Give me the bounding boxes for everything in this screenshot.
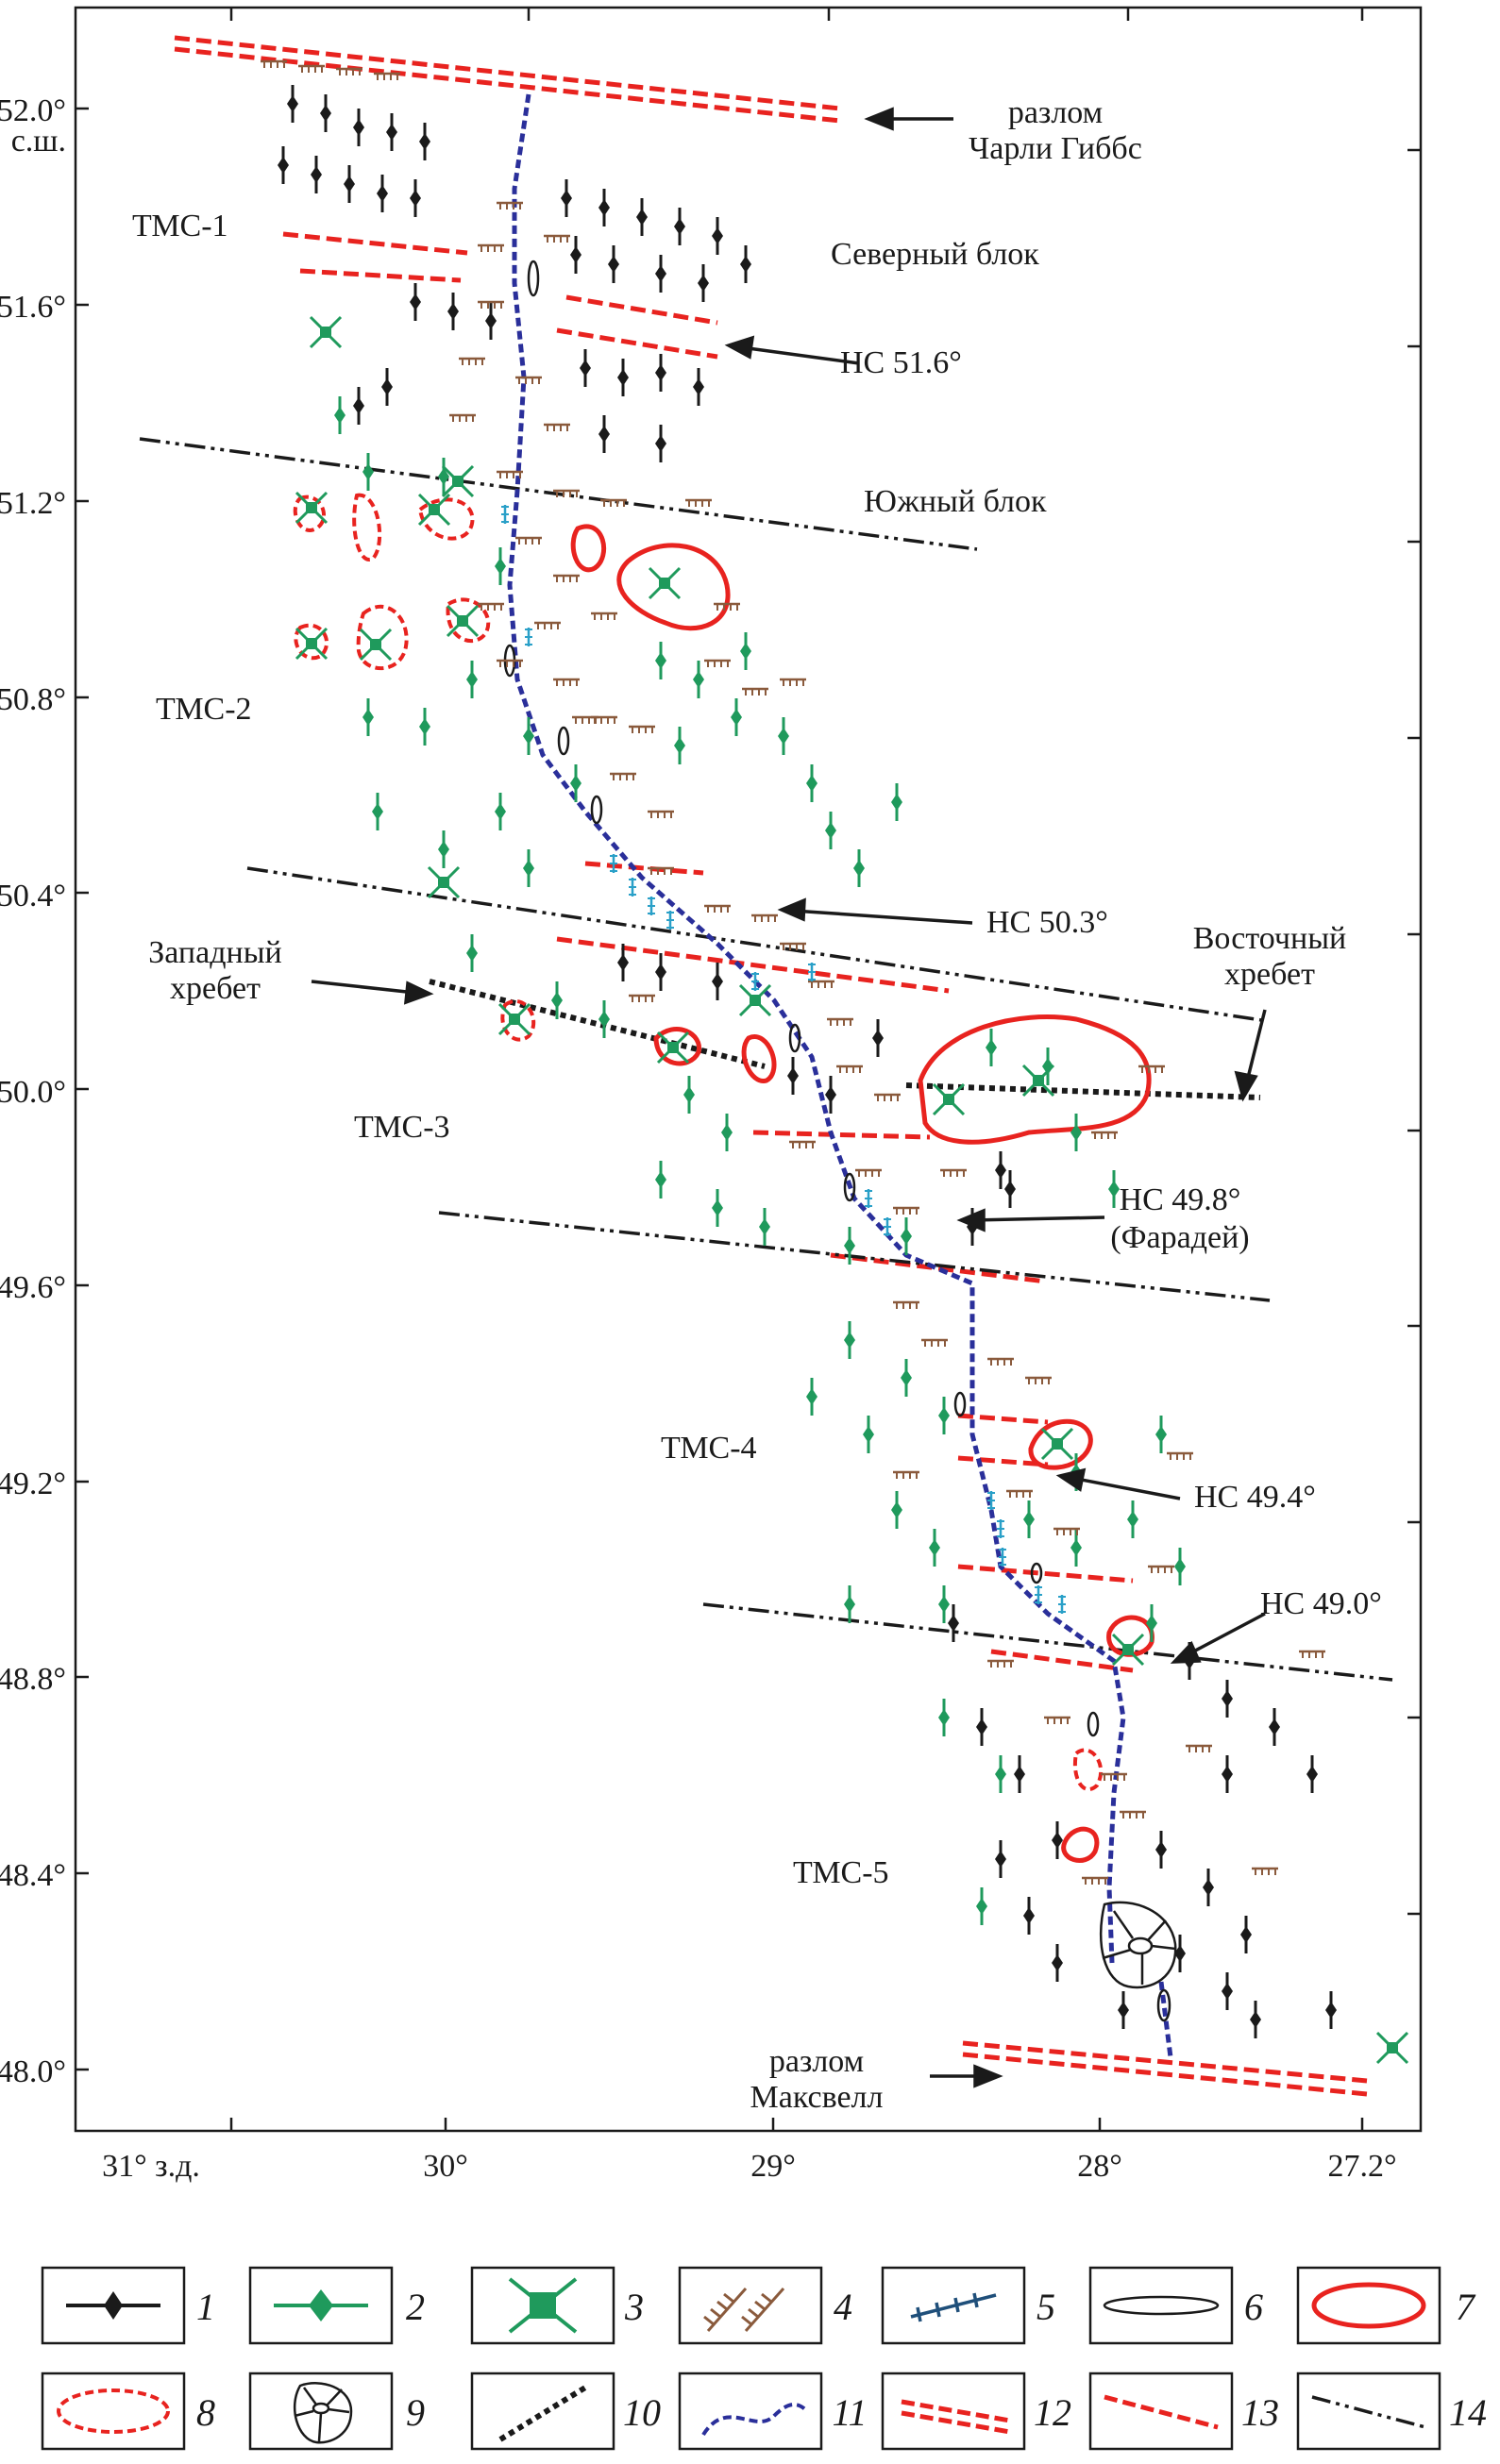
x-tick-label: 27.2° — [1327, 2149, 1396, 2184]
y-tick-label: 49.6° — [0, 1270, 66, 1305]
x-tick-label: 28° — [1077, 2149, 1122, 2184]
x-tick-label: 31° з.д. — [102, 2149, 200, 2184]
legend-num: 5 — [1037, 2286, 1055, 2328]
legend-num: 11 — [832, 2391, 867, 2434]
green-star-icon — [508, 2277, 578, 2334]
legend-num: 14 — [1449, 2391, 1487, 2434]
x-axis-labels: 31° з.д. 30° 29° 28° 27.2° — [102, 2149, 1396, 2184]
ridges-dotted — [429, 979, 1261, 1100]
legend: 1 2 3 4 5 6 7 8 9 10 11 12 13 14 — [41, 2266, 1487, 2451]
y-tick-label: 48.8° — [0, 1662, 66, 1697]
label-ns490: НС 49.0° — [1260, 1586, 1382, 1621]
y-tick-label: 51.6° — [0, 290, 66, 325]
legend-num: 13 — [1241, 2391, 1279, 2434]
label-tms1: ТМС-1 — [132, 209, 228, 243]
black-dotted-line-icon — [498, 2385, 587, 2442]
label-eastern-ridge-2: хребет — [1224, 957, 1315, 992]
label-western-ridge-1: Западный — [148, 935, 282, 970]
label-tms3: ТМС-3 — [354, 1110, 450, 1145]
y-tick-label: 50.0° — [0, 1075, 66, 1110]
label-ns503: НС 50.3° — [986, 905, 1108, 940]
label-charlie-gibbs-1: разлом — [1008, 95, 1103, 130]
map-frame — [74, 6, 1423, 2133]
label-maxwell-2: Максвелл — [750, 2080, 884, 2115]
caldera-icon — [1099, 1901, 1177, 1989]
label-ns494: НС 49.4° — [1194, 1480, 1316, 1515]
label-tms4: ТМС-4 — [661, 1431, 757, 1466]
y-tick-label: 48.0° — [0, 2054, 66, 2089]
black-ellipse-icon — [1103, 2295, 1220, 2316]
label-ns498-2: (Фарадей) — [1110, 1220, 1249, 1255]
transform-fault-maxwell — [962, 2040, 1368, 2097]
legend-num: 10 — [623, 2391, 661, 2434]
label-ns516: НС 51.6° — [840, 345, 962, 380]
label-western-ridge-2: хребет — [170, 971, 261, 1006]
label-eastern-ridge-1: Восточный — [1193, 921, 1346, 956]
x-tick-label: 30° — [423, 2149, 468, 2184]
caldera-icon — [293, 2382, 353, 2444]
legend-num: 12 — [1034, 2391, 1071, 2434]
y-tick-label: 51.2° — [0, 486, 66, 521]
transform-fault-charlie-gibbs — [174, 35, 841, 124]
y-tick-label: 50.8° — [0, 682, 66, 717]
black-diamond-line-icon — [66, 2291, 160, 2320]
red-solid-contour-icon — [1311, 2282, 1426, 2329]
label-charlie-gibbs-2: Чарли Гиббс — [969, 131, 1142, 166]
y-unit-label: с.ш. — [11, 124, 66, 159]
volcanic-ellipses — [503, 260, 1171, 2022]
green-diamond-line-icon — [274, 2289, 368, 2322]
map-labels: разлом Чарли Гиббс ТМС-1 Северный блок Н… — [132, 95, 1382, 2115]
y-axis-labels: 52.0° с.ш. 51.6° 51.2° 50.8° 50.4° 50.0°… — [0, 93, 66, 2089]
cyan-ticked-symbols — [499, 503, 1068, 1616]
legend-num: 4 — [834, 2286, 852, 2328]
label-southern-block: Южный блок — [864, 484, 1047, 519]
frame-ticks — [76, 8, 1421, 2131]
y-tick-label: 49.2° — [0, 1467, 66, 1501]
dash-dot-line-icon — [1311, 2395, 1426, 2429]
legend-num: 9 — [406, 2391, 425, 2434]
legend-num: 3 — [624, 2286, 644, 2328]
legend-num: 6 — [1244, 2286, 1263, 2328]
label-tms2: ТМС-2 — [156, 692, 252, 727]
legend-num: 8 — [196, 2391, 215, 2434]
segment-boundaries — [139, 437, 1393, 1682]
label-maxwell-1: разлом — [769, 2044, 864, 2079]
legend-num: 1 — [196, 2286, 215, 2328]
red-dashed-contours — [293, 493, 1104, 1792]
brown-hachure-symbols — [259, 59, 1327, 1886]
red-dashed-line-icon — [1104, 2394, 1219, 2430]
legend-num: 7 — [1456, 2286, 1476, 2328]
red-double-dashed-line-icon — [901, 2399, 1011, 2435]
y-tick-label: 48.4° — [0, 1858, 66, 1893]
y-tick-label: 50.4° — [0, 879, 66, 914]
rift-axis — [507, 93, 1126, 1964]
brown-hachure-icon — [703, 2288, 785, 2332]
cyan-ticked-line-icon — [910, 2292, 997, 2322]
blue-dashed-axis-icon — [701, 2403, 809, 2437]
green-star-symbols — [295, 315, 1409, 2065]
x-tick-label: 29° — [750, 2149, 796, 2184]
red-dashed-contour-icon — [57, 2389, 170, 2434]
label-northern-block: Северный блок — [831, 237, 1039, 272]
y-tick-label: 52.0° — [0, 93, 66, 128]
black-diamond-symbols — [276, 83, 1339, 2040]
label-tms5: ТМС-5 — [793, 1855, 889, 1890]
annotation-arrows — [311, 107, 1267, 2088]
legend-num: 2 — [406, 2286, 425, 2328]
label-ns498-1: НС 49.8° — [1120, 1182, 1241, 1217]
